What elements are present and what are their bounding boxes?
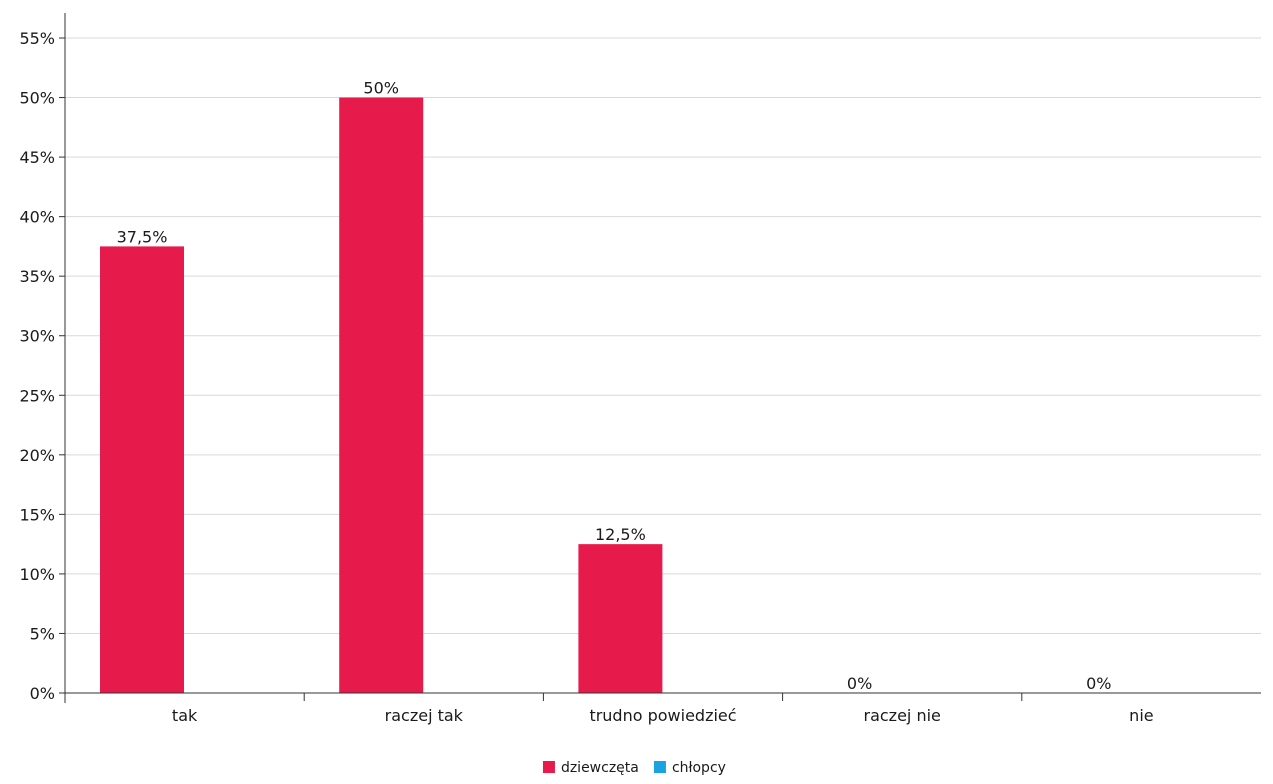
data-label: 0% bbox=[1086, 674, 1111, 693]
x-tick-label: nie bbox=[1129, 706, 1153, 725]
data-labels: 37,5% 50% 12,5% 0% 0% bbox=[117, 79, 1112, 693]
data-label: 37,5% bbox=[117, 227, 168, 246]
legend: dziewczęta chłopcy bbox=[542, 760, 726, 776]
data-label: 12,5% bbox=[595, 525, 646, 544]
y-tick-label: 25% bbox=[19, 386, 55, 405]
y-tick-label: 0% bbox=[30, 684, 55, 703]
data-label: 50% bbox=[363, 79, 399, 98]
grid-lines bbox=[65, 37, 1261, 634]
y-tick-label: 45% bbox=[19, 148, 55, 167]
legend-swatch bbox=[653, 761, 666, 773]
y-tick-label: 40% bbox=[19, 208, 55, 227]
legend-swatch bbox=[542, 761, 555, 773]
bar bbox=[578, 544, 663, 693]
y-tick-label: 20% bbox=[19, 446, 55, 465]
y-tick-label: 5% bbox=[30, 624, 55, 643]
y-tick-label: 30% bbox=[19, 327, 55, 346]
y-tick-label: 55% bbox=[19, 29, 55, 48]
y-tick-label: 35% bbox=[19, 267, 55, 286]
x-tick-label: trudno powiedzieć bbox=[589, 706, 736, 725]
y-tick-label: 10% bbox=[19, 565, 55, 584]
y-tick-label: 50% bbox=[19, 89, 55, 108]
axes: 0% 5% 10% 15% 20% 25% 30% 35% 40% 45% 50% 55% tak rac… bbox=[19, 13, 1261, 725]
data-label: 0% bbox=[847, 674, 872, 693]
y-tick-label: 15% bbox=[19, 505, 55, 524]
legend-label: chłopcy bbox=[672, 760, 726, 776]
bars bbox=[100, 97, 663, 693]
bar bbox=[339, 97, 424, 693]
bar bbox=[100, 246, 184, 693]
x-tick-label: raczej nie bbox=[864, 706, 941, 725]
x-tick-label: raczej tak bbox=[385, 706, 464, 725]
legend-label: dziewczęta bbox=[561, 760, 639, 776]
x-tick-label: tak bbox=[172, 706, 198, 725]
